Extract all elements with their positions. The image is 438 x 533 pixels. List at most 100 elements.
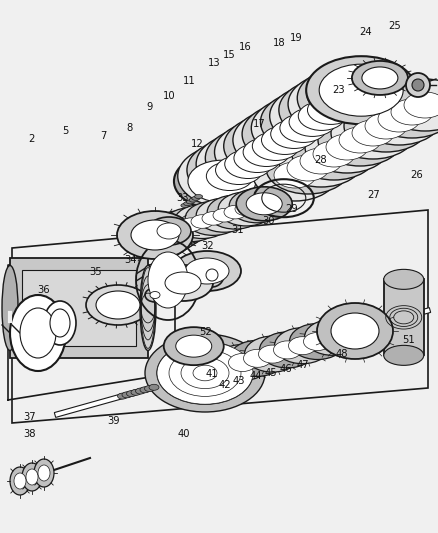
Ellipse shape	[150, 292, 159, 298]
Ellipse shape	[351, 61, 407, 95]
Ellipse shape	[265, 142, 349, 194]
Ellipse shape	[186, 200, 194, 204]
Polygon shape	[205, 153, 318, 159]
Ellipse shape	[369, 86, 438, 138]
Polygon shape	[205, 152, 318, 158]
Ellipse shape	[169, 221, 191, 235]
Text: 44: 44	[249, 371, 261, 381]
Ellipse shape	[189, 198, 197, 202]
Polygon shape	[207, 209, 274, 212]
Ellipse shape	[318, 64, 402, 116]
Ellipse shape	[245, 199, 268, 213]
Text: 16: 16	[238, 42, 251, 52]
Text: 17: 17	[252, 119, 265, 128]
Polygon shape	[233, 134, 345, 140]
Text: 47: 47	[296, 360, 308, 370]
Ellipse shape	[144, 385, 154, 392]
Ellipse shape	[175, 335, 211, 357]
Ellipse shape	[135, 388, 145, 394]
Ellipse shape	[330, 107, 414, 159]
Ellipse shape	[243, 138, 289, 166]
Ellipse shape	[243, 349, 271, 367]
Ellipse shape	[258, 345, 286, 363]
Text: 13: 13	[208, 58, 220, 68]
Ellipse shape	[343, 100, 427, 152]
Ellipse shape	[390, 99, 432, 125]
Text: 9: 9	[146, 102, 152, 111]
Text: 30: 30	[262, 216, 274, 226]
Polygon shape	[185, 215, 251, 219]
Polygon shape	[287, 99, 400, 105]
Text: 38: 38	[24, 430, 36, 439]
Polygon shape	[28, 98, 416, 348]
Ellipse shape	[152, 211, 208, 245]
Ellipse shape	[318, 328, 346, 346]
Text: 36: 36	[38, 286, 50, 295]
Polygon shape	[196, 159, 309, 165]
Ellipse shape	[214, 344, 270, 381]
Bar	[10, 258, 148, 358]
Text: 2: 2	[28, 134, 35, 143]
Ellipse shape	[260, 90, 364, 154]
Text: 33: 33	[176, 193, 188, 203]
Text: 48: 48	[335, 350, 347, 359]
Polygon shape	[163, 222, 230, 224]
Ellipse shape	[191, 215, 213, 228]
Ellipse shape	[403, 92, 438, 118]
Text: 43: 43	[233, 376, 245, 386]
Ellipse shape	[180, 358, 229, 389]
Text: 51: 51	[401, 335, 414, 345]
Text: 15: 15	[223, 51, 236, 60]
Ellipse shape	[169, 350, 240, 397]
Polygon shape	[187, 164, 300, 170]
Ellipse shape	[338, 127, 380, 153]
Ellipse shape	[356, 93, 438, 145]
Ellipse shape	[163, 327, 223, 365]
Polygon shape	[223, 140, 336, 146]
Ellipse shape	[22, 463, 42, 491]
Ellipse shape	[236, 187, 292, 221]
Text: 5: 5	[62, 126, 68, 135]
Ellipse shape	[299, 148, 341, 174]
Polygon shape	[291, 147, 388, 154]
Text: 37: 37	[24, 412, 36, 422]
Polygon shape	[241, 128, 354, 134]
Polygon shape	[54, 308, 430, 417]
Ellipse shape	[157, 342, 252, 404]
Ellipse shape	[131, 220, 179, 250]
Ellipse shape	[153, 265, 212, 301]
Ellipse shape	[180, 358, 229, 389]
Ellipse shape	[330, 313, 378, 349]
Ellipse shape	[196, 198, 251, 232]
Ellipse shape	[26, 469, 38, 485]
Ellipse shape	[20, 308, 56, 358]
Ellipse shape	[228, 353, 256, 372]
Polygon shape	[196, 158, 309, 164]
Ellipse shape	[261, 126, 307, 155]
Polygon shape	[343, 119, 438, 126]
Ellipse shape	[233, 108, 336, 172]
Ellipse shape	[382, 79, 438, 131]
Ellipse shape	[325, 84, 372, 112]
Ellipse shape	[147, 217, 191, 245]
Ellipse shape	[191, 196, 199, 200]
Polygon shape	[317, 133, 414, 140]
Ellipse shape	[193, 365, 216, 381]
Ellipse shape	[224, 150, 271, 179]
Text: 40: 40	[177, 430, 189, 439]
Ellipse shape	[364, 113, 406, 139]
Circle shape	[411, 79, 423, 91]
Ellipse shape	[233, 144, 280, 173]
Ellipse shape	[303, 333, 331, 351]
Ellipse shape	[117, 211, 193, 259]
Ellipse shape	[34, 459, 54, 487]
Ellipse shape	[165, 272, 201, 294]
Ellipse shape	[270, 119, 317, 149]
Ellipse shape	[229, 189, 285, 223]
Ellipse shape	[273, 162, 315, 188]
Ellipse shape	[145, 334, 265, 412]
Ellipse shape	[304, 319, 360, 356]
Ellipse shape	[201, 212, 224, 225]
Ellipse shape	[14, 473, 26, 489]
Ellipse shape	[10, 467, 30, 495]
